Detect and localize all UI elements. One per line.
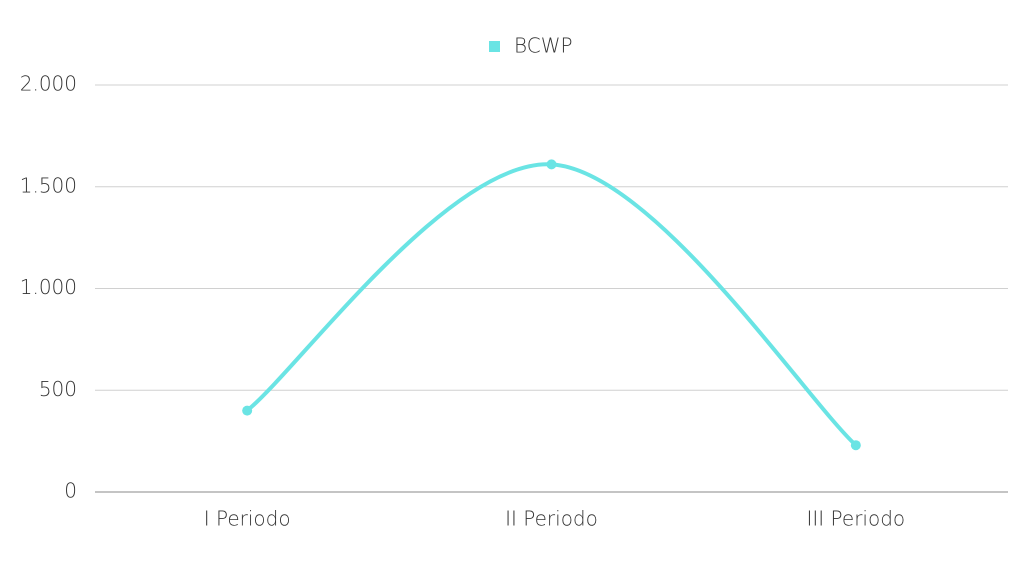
- x-tick-label: I Periodo: [204, 507, 291, 531]
- point: [242, 405, 253, 416]
- x-tick-label: II Periodo: [505, 507, 598, 531]
- y-tick-label: 500: [39, 377, 77, 401]
- line: [245, 162, 858, 448]
- point: [546, 159, 557, 170]
- y-tick-label: 1.000: [20, 275, 77, 299]
- y-tick-label: 0: [64, 479, 77, 503]
- legend-label: BCWP: [514, 34, 573, 58]
- y-tick-label: 2.000: [20, 72, 77, 96]
- point: [850, 440, 861, 451]
- legend-swatch: [489, 41, 500, 52]
- x-tick-label: III Periodo: [807, 507, 906, 531]
- y-tick-label: 1.500: [20, 173, 77, 197]
